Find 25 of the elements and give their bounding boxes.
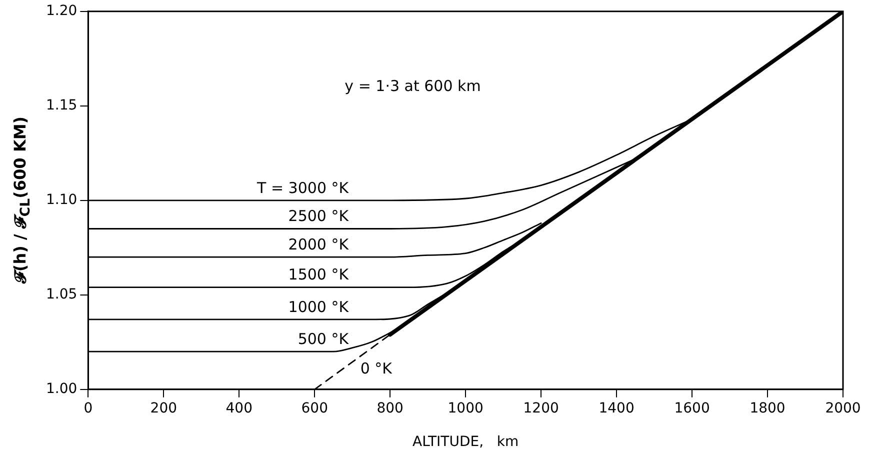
x-tick-label: 1400 — [598, 400, 634, 416]
x-tick-label: 800 — [376, 400, 404, 416]
series-label: 2000 °K — [288, 235, 350, 254]
x-tick-label: 1800 — [750, 400, 786, 416]
x-tick-label: 400 — [226, 400, 253, 416]
y-tick-label: 1.10 — [46, 192, 78, 208]
series-label: 1500 °K — [288, 266, 350, 284]
y-tick-label: 1.20 — [46, 3, 78, 20]
x-tick-label: 200 — [150, 400, 178, 416]
y-tick-label: 1.15 — [46, 98, 78, 114]
series-label: 1000 °K — [288, 298, 350, 316]
y-tick-label: 1.05 — [46, 286, 78, 303]
series-label: 500 °K — [298, 330, 350, 348]
y-tick-label: 1.00 — [46, 381, 78, 398]
x-tick-label: 1000 — [448, 400, 484, 416]
x-tick-label: 0 — [84, 400, 93, 416]
x-tick-label: 2000 — [825, 400, 861, 416]
x-axis-title: ALTITUDE, km — [412, 434, 519, 450]
x-tick-label: 600 — [301, 400, 328, 416]
series-label: T = 3000 °K — [256, 178, 350, 197]
x-tick-label: 1200 — [523, 400, 559, 416]
x-tick-label: 1600 — [674, 400, 710, 416]
series-label: 0 °K — [360, 359, 394, 378]
annotation: y = 1·3 at 600 km — [344, 76, 481, 95]
series-label: 2500 °K — [288, 207, 350, 226]
